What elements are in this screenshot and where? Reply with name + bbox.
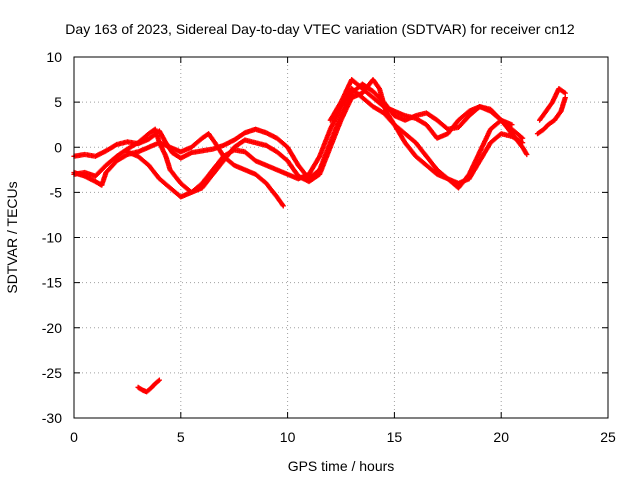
y-axis-title: SDTVAR / TECUs (4, 181, 20, 293)
x-tick-label: 20 (493, 429, 509, 445)
chart-title: Day 163 of 2023, Sidereal Day-to-day VTE… (65, 21, 575, 37)
y-tick-label: 10 (46, 49, 62, 65)
x-tick-label: 5 (177, 429, 185, 445)
series-track-4 (124, 86, 526, 200)
data-point-marker (280, 203, 286, 209)
y-tick-label: 5 (54, 94, 62, 110)
y-tick-label: -15 (42, 275, 62, 291)
data-point-marker (520, 135, 526, 141)
series-track-5 (327, 77, 530, 158)
data-point-marker (155, 378, 161, 384)
series-track-7 (537, 86, 568, 123)
series-track-8 (135, 377, 162, 395)
data-point-marker (524, 151, 530, 158)
y-tick-label: -25 (42, 365, 62, 381)
y-tick-label: -5 (50, 184, 63, 200)
data-point-marker (156, 377, 162, 383)
y-tick-label: -30 (42, 410, 62, 426)
x-tick-label: 10 (280, 429, 296, 445)
x-tick-label: 0 (70, 429, 78, 445)
series-track-1 (71, 81, 526, 182)
data-series-layer (71, 77, 568, 395)
data-point-marker (562, 95, 568, 101)
y-tick-label: -10 (42, 230, 62, 246)
x-axis-title: GPS time / hours (288, 458, 395, 474)
series-track-6 (534, 95, 568, 137)
axis-ticks: 0 5 10 15 20 25 -30 -25 -20 -15 -10 -5 0 5 10 (42, 49, 616, 445)
data-point-marker (509, 122, 515, 128)
x-tick-label: 15 (387, 429, 403, 445)
data-point-marker (562, 90, 568, 96)
y-tick-label: 0 (54, 139, 62, 155)
x-tick-label: 25 (600, 429, 616, 445)
y-tick-label: -20 (42, 320, 62, 336)
